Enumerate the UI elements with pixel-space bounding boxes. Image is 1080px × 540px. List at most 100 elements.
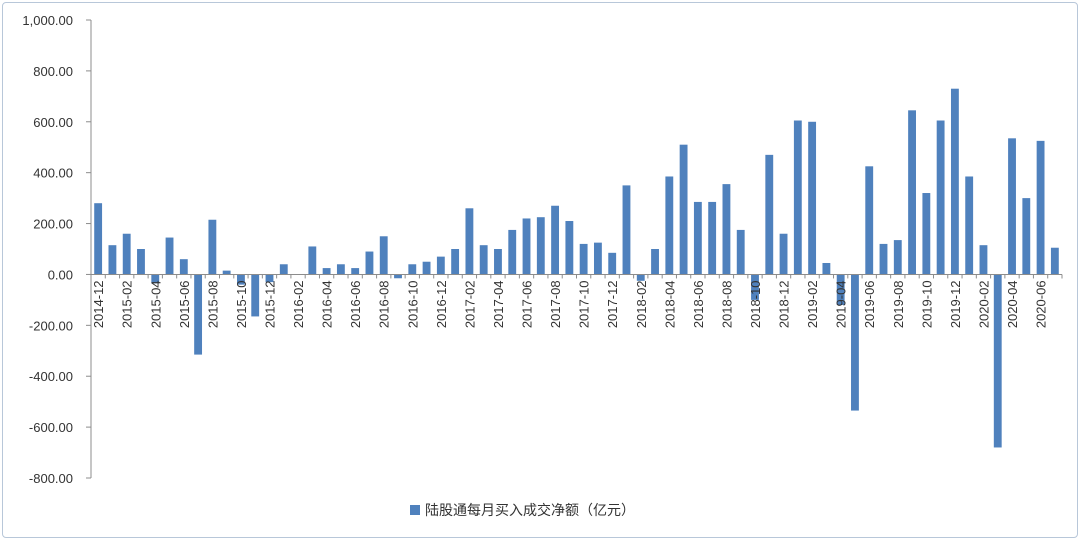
x-tick-label: 2018-08 [719,280,734,328]
bar [893,240,902,275]
x-tick-label: 2017-02 [462,280,477,328]
bar [793,120,802,275]
bar [708,201,717,275]
bar [365,251,374,275]
x-tick-label: 2017-04 [491,280,506,328]
bar [950,88,959,275]
bar [565,221,574,275]
y-tick-label: 1,000.00 [22,13,73,28]
x-tick-label: 2018-10 [748,280,763,328]
x-tick-label: 2020-06 [1034,280,1049,328]
bar [251,274,260,317]
bar [679,144,688,275]
x-tick-label: 2015-06 [177,280,192,328]
x-tick-label: 2020-04 [1005,280,1020,328]
x-tick-label: 2018-02 [634,280,649,328]
x-tick-label: 2016-02 [291,280,306,328]
bar [822,262,831,275]
bar [494,249,502,275]
x-tick-label: 2017-06 [520,280,535,328]
x-tick-label: 2018-06 [691,280,706,328]
bar [851,274,859,411]
x-tick-label: 2017-12 [605,280,620,328]
bar [308,246,317,275]
x-tick-label: 2015-12 [262,280,277,328]
bar [436,256,445,275]
legend-swatch [410,505,420,515]
x-tick-label: 2019-02 [805,280,820,328]
legend-label: 陆股通每月买入成交净额（亿元） [425,502,635,519]
x-tick-label: 2017-08 [548,280,563,328]
legend: 陆股通每月买入成交净额（亿元） [410,502,635,519]
x-tick-label: 2019-08 [891,280,906,328]
y-tick-label: 0.00 [48,267,73,282]
bar [636,274,645,281]
x-axis: 2014-12 2015-02 2015-04 2015-06 2015-08 2015-… [90,273,1063,328]
bar [208,219,217,275]
bar [522,218,531,275]
bar [122,233,131,275]
bar [322,268,331,275]
bar [979,245,988,275]
bar [965,176,974,275]
bar [865,166,874,275]
bar [722,184,731,275]
bar [693,201,702,275]
bar [836,274,845,305]
bar [351,268,360,275]
bar [479,245,488,275]
y-tick-label: -200.00 [29,318,73,333]
y-tick-label: -800.00 [29,471,73,486]
bar [451,249,460,275]
x-tick-label: 2016-04 [320,280,335,328]
x-tick-label: 2016-08 [377,280,392,328]
bar [622,185,631,275]
bar [922,193,931,275]
y-tick-label: 800.00 [33,64,73,79]
bar [265,274,274,283]
bar [394,274,402,279]
bar [137,249,145,275]
x-tick-label: 2015-04 [148,280,163,328]
y-tick-label: 600.00 [33,115,73,130]
bar [536,217,545,275]
x-tick-label: 2020-02 [976,280,991,328]
x-tick-label: 2017-10 [577,280,592,328]
x-tick-label: 2019-06 [862,280,877,328]
bar [194,274,203,355]
x-tick-label: 2016-12 [434,280,449,328]
x-tick-label: 2016-06 [348,280,363,328]
bar [222,270,231,275]
x-tick-label: 2019-04 [834,280,849,328]
x-tick-label: 2019-12 [948,280,963,328]
bar [279,264,288,275]
bar [1036,140,1045,275]
bar [551,205,560,275]
bar [508,229,517,275]
x-tick-label: 2015-10 [234,280,249,328]
y-tick-label: 400.00 [33,166,73,181]
x-tick-label: 2015-02 [120,280,135,328]
y-axis: 1,000.00 800.00 600.00 400.00 200.00 0.00 -200… [22,13,92,486]
bar [651,249,659,275]
bar [1008,138,1016,275]
bar [751,274,759,300]
bar [94,203,103,275]
bar [879,243,888,275]
bar [765,154,774,275]
bar [779,233,788,275]
bar [336,264,345,275]
x-tick-label: 2018-12 [777,280,792,328]
bar [108,245,117,275]
bar [579,243,588,275]
bar [608,252,617,275]
bar [179,259,188,275]
bars-group [94,88,1059,448]
y-tick-label: -600.00 [29,420,73,435]
x-tick-label: 2016-10 [405,280,420,328]
bar [936,120,945,275]
x-tick-label: 2018-04 [662,280,677,328]
y-tick-label: 200.00 [33,217,73,232]
bar [422,261,431,275]
